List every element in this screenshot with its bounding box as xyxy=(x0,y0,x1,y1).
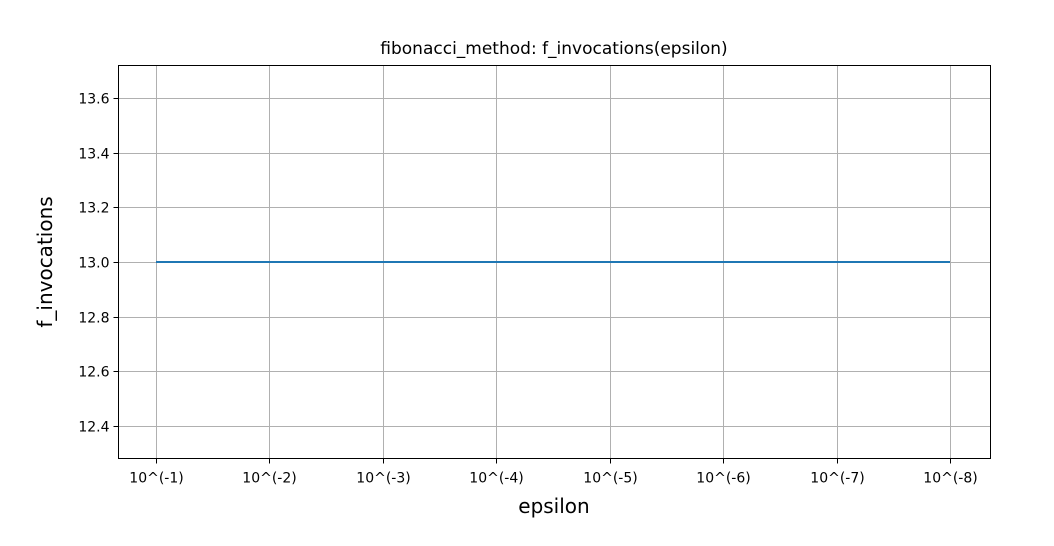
x-tick-label: 10^(-3) xyxy=(356,471,410,487)
y-tick-label: 13.2 xyxy=(78,201,109,217)
y-tick-label: 13.4 xyxy=(78,147,109,163)
x-tick-label: 10^(-4) xyxy=(469,471,523,487)
chart-title: fibonacci_method: f_invocations(epsilon) xyxy=(380,39,727,59)
y-tick-label: 12.8 xyxy=(78,311,109,327)
x-tick-label: 10^(-1) xyxy=(129,471,183,487)
x-tick-label: 10^(-6) xyxy=(696,471,750,487)
tick-layer: 10^(-1) 10^(-2) 10^(-3) 10^(-4) 10^(-5) 10^(-… xyxy=(78,92,977,487)
y-tick-label: 12.4 xyxy=(78,420,109,436)
y-tick-label: 13.6 xyxy=(78,92,109,108)
x-tick-label: 10^(-8) xyxy=(923,471,977,487)
y-tick-label: 12.6 xyxy=(78,365,109,381)
y-tick-label: 13.0 xyxy=(78,256,109,272)
y-axis-label: f_invocations xyxy=(33,196,57,327)
x-tick-label: 10^(-7) xyxy=(810,471,864,487)
x-tick-label: 10^(-2) xyxy=(242,471,296,487)
x-axis-label: epsilon xyxy=(518,494,589,518)
x-tick-label: 10^(-5) xyxy=(583,471,637,487)
